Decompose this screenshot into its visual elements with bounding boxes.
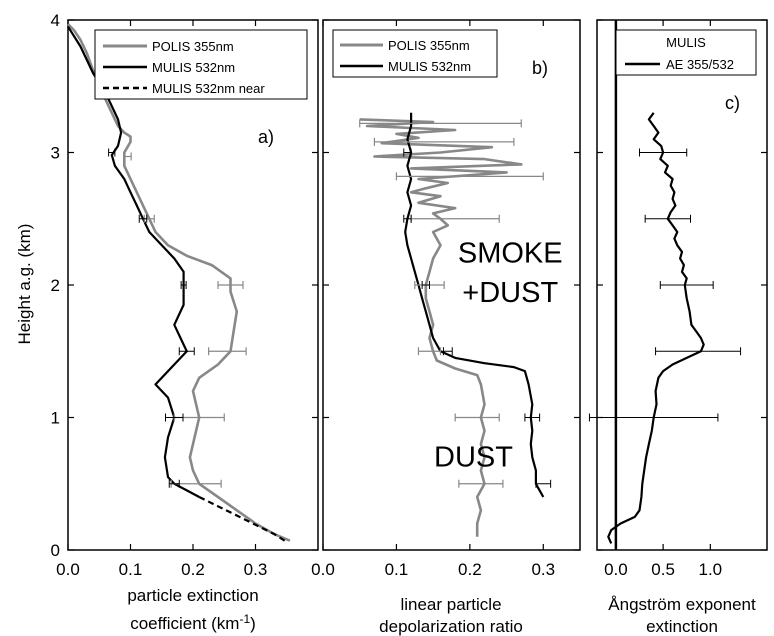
annotation-label: +DUST (462, 277, 558, 309)
x-tick-label: 0.3 (531, 560, 555, 579)
panel-b-annotations: SMOKE +DUST DUST (434, 237, 563, 473)
x-tick-label: 0.3 (244, 560, 268, 579)
legend-title-mulis-c: MULIS (666, 35, 706, 50)
panel-b-y-ticks (323, 19, 580, 551)
x-tick-label: 1.0 (699, 560, 723, 579)
panel-b-label: b) (532, 58, 548, 78)
panel-c: 0.0 0.5 1.0 MULIS AE 355/532 c) Ångström e… (588, 19, 768, 636)
panel-a-error-bars (108, 148, 247, 488)
panel-c-x-ticks: 0.0 0.5 1.0 (604, 20, 722, 579)
series-line (67, 26, 200, 498)
x-tick-label: 0.0 (311, 560, 335, 579)
x-tick-label: 0.2 (181, 560, 205, 579)
panel-a-x-title-line1: particle extinction (127, 586, 258, 605)
legend-label-polis-b: POLIS 355nm (388, 38, 470, 53)
panel-a-legend-box (94, 29, 308, 100)
panel-a-x-ticks: 0.0 0.1 0.2 0.3 (56, 20, 267, 579)
series-line (404, 112, 545, 498)
y-tick-label: 1 (51, 409, 60, 428)
series-line (67, 23, 291, 542)
panel-a: 0 1 2 3 4 0.0 0.1 0.2 0.3 POLIS 355nm MULIS 532… (51, 11, 319, 633)
panel-c-error-bars (588, 148, 742, 422)
panel-c-legend-box (615, 29, 757, 76)
panel-a-label: a) (258, 127, 274, 147)
panel-c-x-title-line1: Ångström exponent (608, 595, 756, 614)
legend-label-mulis-b: MULIS 532nm (388, 59, 471, 74)
series-line (198, 496, 288, 543)
y-tick-label: 2 (51, 276, 60, 295)
y-axis-title: Height a.g. (km) (15, 224, 34, 345)
legend-label-mulis-near-a: MULIS 532nm near (152, 81, 265, 96)
panel-b-frame (322, 19, 581, 551)
panel-b-legend-box (332, 29, 498, 78)
y-tick-label: 3 (51, 144, 60, 163)
panel-a-series (67, 23, 291, 543)
panel-c-x-title-line2: extinction (646, 617, 718, 636)
y-tick-label: 0 (51, 541, 60, 560)
legend-label-polis-a: POLIS 355nm (152, 39, 234, 54)
annotation-label: DUST (434, 442, 513, 474)
x-tick-label: 0.1 (119, 560, 143, 579)
y-tick-label: 4 (51, 11, 60, 30)
panel-b-x-title-line2: depolarization ratio (379, 617, 523, 636)
legend-label-ae-c: AE 355/532 (666, 57, 734, 72)
panel-b-x-title-line1: linear particle (400, 595, 501, 614)
annotation-label: SMOKE (458, 237, 563, 269)
panel-b-legend: POLIS 355nm MULIS 532nm (332, 29, 498, 78)
x-tick-label: 0.0 (56, 560, 80, 579)
x-tick-label: 0.0 (604, 560, 628, 579)
x-tick-label: 0.5 (651, 560, 675, 579)
panel-a-y-ticks: 0 1 2 3 4 (51, 11, 318, 560)
x-tick-label: 0.1 (385, 560, 409, 579)
panel-b: 0.0 0.1 0.2 0.3 POLIS 355nm MULIS 532nm b) … (311, 19, 581, 636)
panel-b-error-bars (359, 119, 552, 488)
legend-label-mulis-a: MULIS 532nm (152, 60, 235, 75)
panel-c-legend: MULIS AE 355/532 (615, 29, 757, 76)
series-line (359, 118, 523, 537)
panel-a-x-title-line2: coefficient (km-1) (130, 612, 256, 633)
panel-a-legend: POLIS 355nm MULIS 532nm MULIS 532nm near (94, 29, 308, 100)
panel-c-label: c) (725, 93, 740, 113)
panel-b-series (359, 112, 545, 537)
x-tick-label: 0.2 (458, 560, 482, 579)
panel-b-x-ticks: 0.0 0.1 0.2 0.3 (311, 20, 555, 579)
